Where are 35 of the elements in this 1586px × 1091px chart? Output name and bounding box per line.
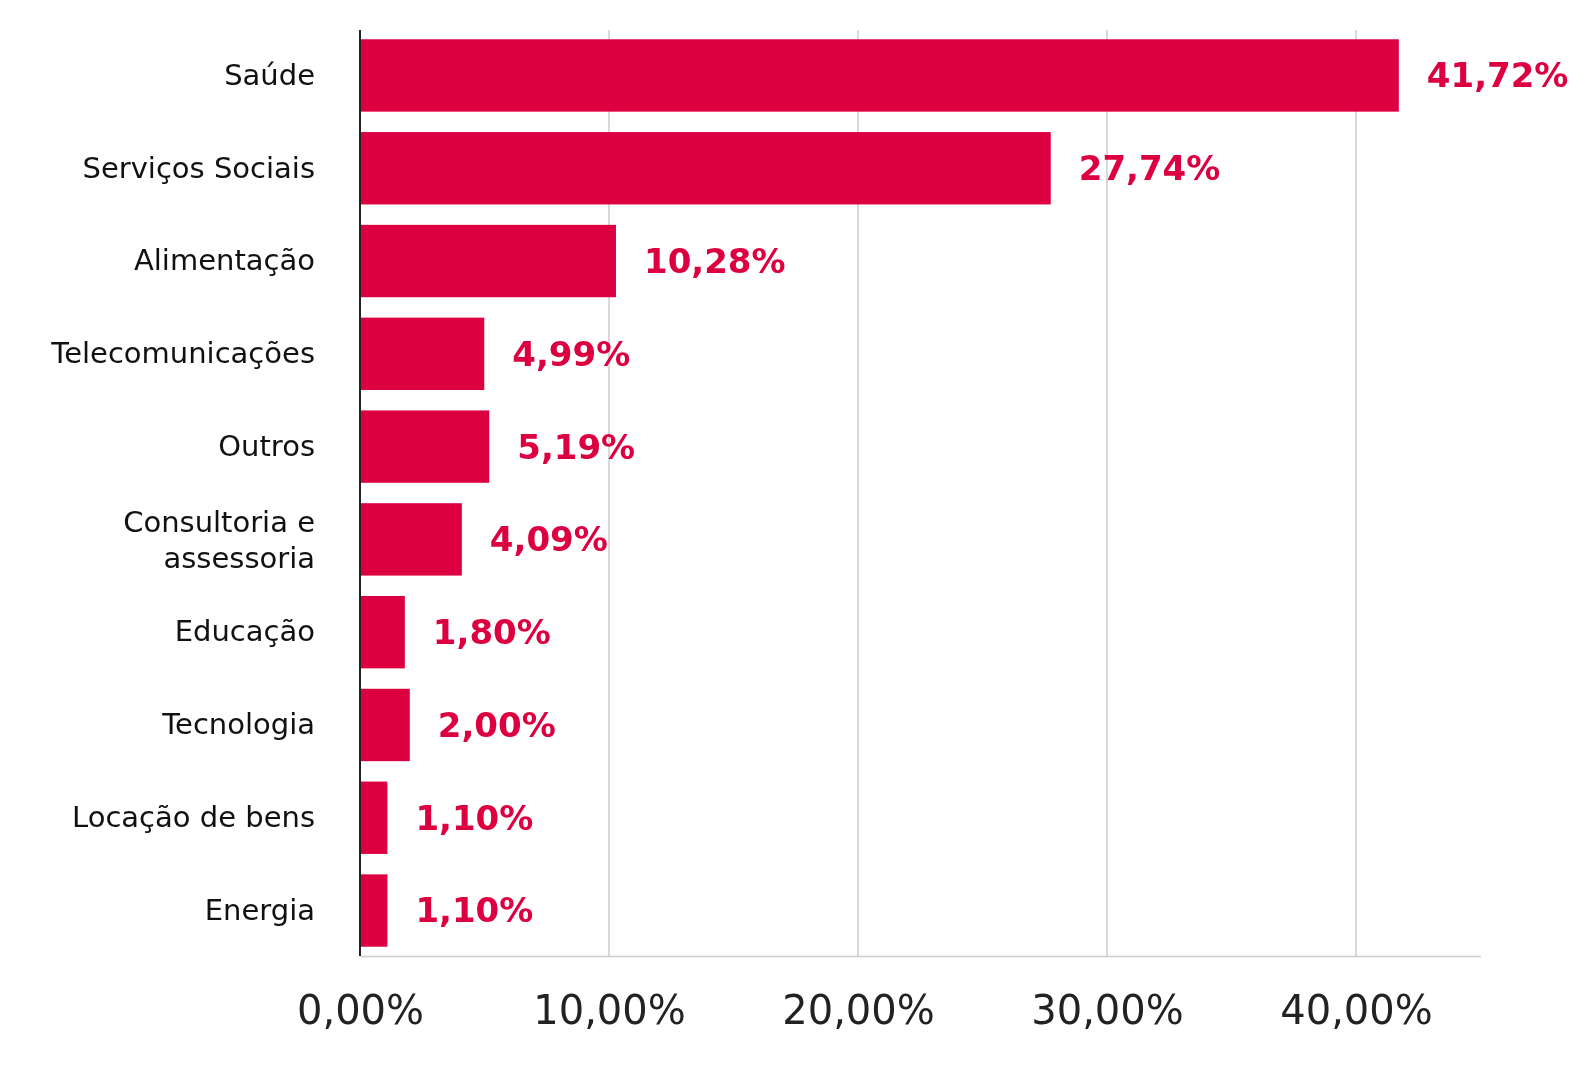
y-tick-label: Saúde [224,57,315,92]
data-label: 2,00% [437,704,556,745]
bar [360,39,1399,112]
y-tick-label: Tecnologia [161,707,315,742]
bar [360,781,388,854]
bar [360,224,616,298]
y-tick-label: Outros [218,428,315,463]
x-tick-label: 20,00% [782,987,935,1034]
data-label: 27,74% [1078,148,1221,189]
x-tick-label: 40,00% [1280,987,1433,1034]
bar [360,132,1051,205]
bar [360,688,410,762]
x-tick-label: 0,00% [296,987,425,1034]
y-tick-label: Energia [204,892,315,927]
bar [360,410,490,483]
data-label: 10,28% [643,240,786,281]
bar [360,317,485,391]
y-tick-label: Consultoria e assessoria [123,505,315,576]
data-label: 4,99% [512,333,631,374]
bar [360,874,388,947]
bar [360,503,462,576]
x-tick-label: 10,00% [533,987,686,1034]
y-tick-label: Educação [174,614,315,649]
y-tick-label: Serviços Sociais [82,150,315,185]
data-label: 4,09% [489,519,608,560]
data-label: 1,10% [415,890,534,931]
y-tick-label: Locação de bens [72,800,315,835]
bar [360,595,405,669]
y-tick-label: Alimentação [133,243,315,278]
data-label: 1,80% [432,612,551,653]
data-label: 41,72% [1426,55,1569,96]
y-tick-label: Telecomunicações [50,336,315,371]
x-tick-label: 30,00% [1031,987,1184,1034]
data-label: 1,10% [415,797,534,838]
data-label: 5,19% [517,426,636,467]
